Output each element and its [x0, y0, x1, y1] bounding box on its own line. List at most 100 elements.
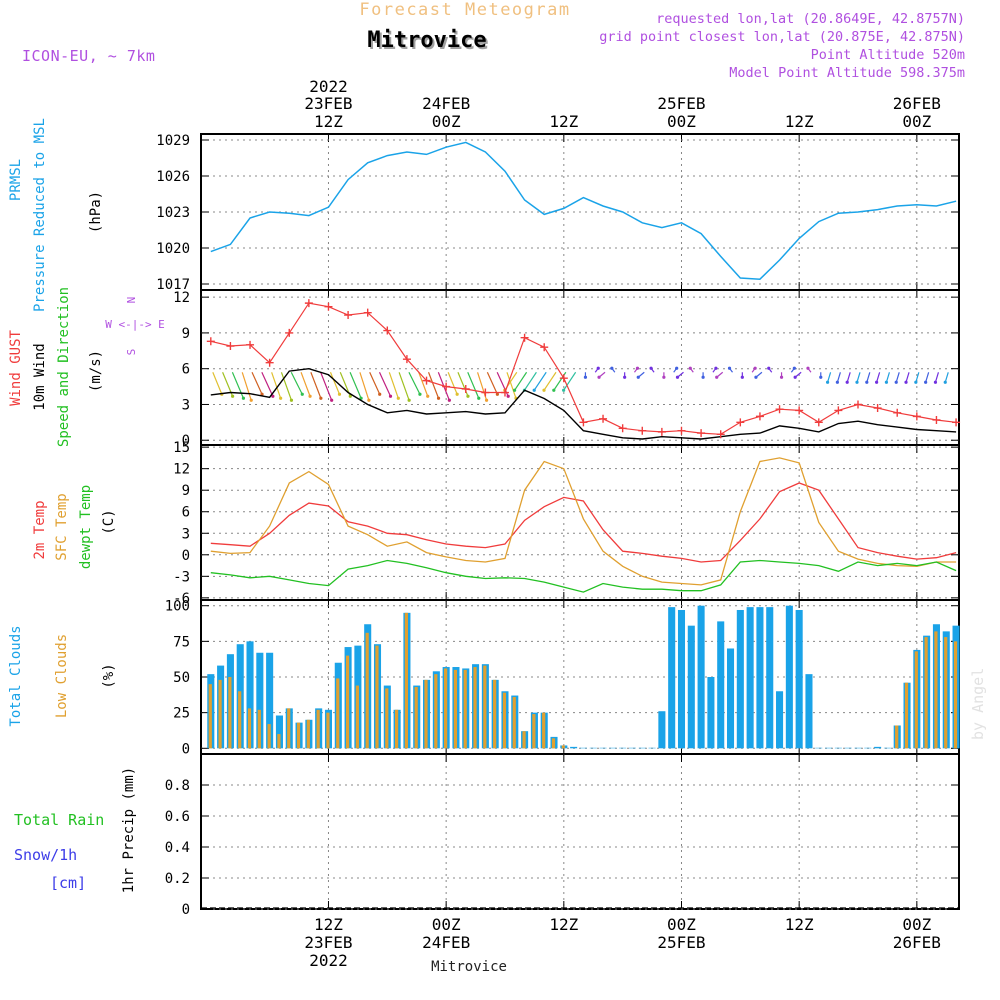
bottom-axis-hour: 12Z [785, 915, 814, 934]
gust-marker [422, 376, 431, 385]
gust-marker [285, 328, 294, 337]
total-cloud-bar [275, 715, 283, 749]
wind-arrow [944, 372, 949, 383]
wind-arrow-head [623, 375, 627, 379]
wind-arrow [856, 372, 861, 383]
gust-marker [344, 311, 353, 320]
panel-frame [200, 753, 960, 910]
gust-marker [736, 418, 745, 427]
label-speed-direction: Speed and Direction [56, 287, 72, 447]
wind-arrow [369, 372, 381, 395]
y-tick-label: 15 [173, 440, 190, 456]
wind-arrow-head [378, 392, 382, 396]
label-ms: (m/s) [88, 350, 104, 392]
gust-marker [716, 430, 725, 439]
total-cloud-bar [736, 609, 744, 749]
total-cloud-bar [687, 625, 695, 749]
low-cloud-bar [267, 724, 271, 749]
wind-direction-arrows [212, 366, 949, 402]
total-cloud-bar [717, 621, 725, 749]
low-cloud-bar [247, 708, 252, 749]
low-cloud-bar [228, 677, 232, 749]
wind-speed-line [210, 367, 957, 440]
total-cloud-bar [707, 677, 715, 749]
wind-arrow-head [688, 366, 692, 370]
wind-arrow-head [596, 366, 600, 370]
y-tick-label: 0 [182, 741, 190, 757]
wind-arrow-head [532, 388, 536, 392]
wind-arrow-head [597, 375, 601, 379]
wind-arrow-head [675, 375, 680, 379]
top-axis-date: 25FEB [657, 94, 705, 113]
wind-arrow-head [330, 398, 334, 402]
label-total-clouds: Total Clouds [8, 625, 24, 726]
low-cloud-bar [493, 679, 497, 749]
wind-arrow-head [271, 394, 275, 398]
gust-marker [952, 418, 961, 427]
label-low-clouds: Low Clouds [54, 634, 70, 718]
total-cloud-bar [628, 747, 636, 749]
wind-arrow-head [714, 366, 718, 370]
model-altitude: Model Point Altitude 598.375m [729, 65, 965, 81]
low-cloud-bar [326, 712, 330, 749]
temp-dewpt-line [210, 559, 957, 593]
wind-arrow [320, 372, 333, 401]
wind-arrow-head [894, 380, 898, 384]
total-cloud-bar [795, 609, 803, 749]
wind-arrow-head [506, 394, 510, 398]
wind-arrow-head [289, 398, 294, 402]
low-cloud-bar [424, 679, 428, 749]
gust-marker [932, 415, 941, 424]
wind-arrow-head [300, 392, 304, 396]
wind-arrow-head [845, 380, 849, 384]
total-cloud-bar [668, 607, 676, 749]
gust-marker [500, 388, 509, 397]
wind-arrow [846, 372, 851, 383]
gust-marker [304, 299, 313, 308]
wind-arrow-head [367, 398, 371, 402]
total-cloud-bar [609, 747, 617, 749]
wind-arrow-head [583, 375, 588, 379]
total-cloud-bar [589, 747, 597, 749]
super-title: Forecast Meteogram [359, 0, 570, 20]
total-cloud-bar [815, 747, 823, 749]
low-cloud-bar [463, 669, 467, 749]
y-tick-label: 0.4 [165, 840, 190, 856]
low-cloud-bar [238, 691, 242, 749]
total-cloud-bar [854, 747, 862, 749]
wind-arrow-head [649, 366, 653, 370]
gust-marker [618, 424, 627, 433]
top-axis-hour: 12Z [785, 112, 814, 131]
gust-marker [206, 337, 215, 346]
pressure-line [210, 141, 957, 280]
wind-arrow [925, 372, 930, 383]
low-cloud-bar [934, 631, 938, 749]
total-cloud-bar [756, 607, 764, 749]
bottom-axis-date: 24FEB [422, 933, 470, 952]
wind-arrow-head [231, 394, 235, 398]
label-cm: [cm] [50, 874, 86, 892]
low-cloud-bar [522, 731, 526, 749]
wind-arrow-head [495, 392, 499, 396]
gust-marker [481, 388, 490, 397]
wind-arrow-head [662, 375, 666, 379]
wind-arrow-head [337, 392, 342, 396]
label-snow: Snow/1h [14, 846, 77, 864]
total-cloud-bar [677, 609, 686, 749]
bottom-axis-hour: 00Z [432, 915, 461, 934]
low-cloud-bar [208, 684, 212, 749]
wind-arrow-head [359, 396, 363, 400]
wind-arrow [915, 372, 920, 383]
low-cloud-bar [895, 725, 899, 749]
top-axis-year: 2022 [309, 77, 348, 96]
wind-arrow [398, 372, 410, 401]
wind-arrow-head [904, 380, 908, 384]
gust-marker [657, 427, 666, 436]
total-cloud-bar [619, 747, 627, 749]
label-celsius: (C) [101, 509, 117, 534]
gust-marker [226, 342, 235, 351]
low-cloud-bar [414, 686, 418, 749]
y-tick-label: 0.2 [165, 871, 190, 887]
wind-arrow-head [249, 398, 253, 402]
